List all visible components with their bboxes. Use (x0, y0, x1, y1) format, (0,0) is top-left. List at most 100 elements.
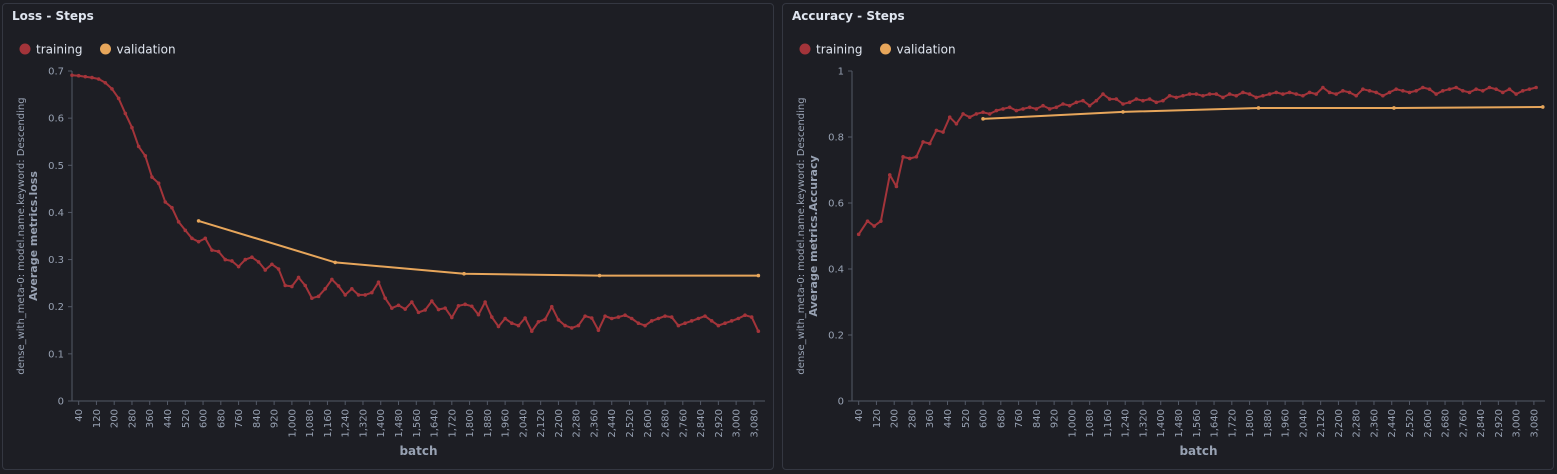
data-point-training (410, 300, 414, 304)
x-tick-label: 920 (1050, 409, 1061, 428)
data-point-training (1254, 95, 1259, 100)
data-point-training (879, 219, 883, 223)
data-point-training (921, 140, 925, 144)
data-point-training (569, 326, 574, 330)
data-point-training (1067, 103, 1072, 108)
data-point-training (363, 293, 367, 297)
data-point-validation (333, 260, 338, 265)
y-tick-label: 0.4 (828, 265, 844, 276)
data-point-training (743, 313, 747, 318)
data-point-training (216, 249, 221, 254)
x-tick-label: 1,720 (447, 409, 458, 438)
data-point-validation (1121, 110, 1125, 114)
data-point-training (1127, 100, 1132, 105)
data-point-training (336, 284, 341, 288)
data-point-training (663, 314, 667, 318)
x-tick-label: 920 (270, 409, 281, 428)
data-point-training (901, 155, 905, 159)
data-point-training (1121, 102, 1125, 106)
y-tick-label: 0 (838, 397, 844, 408)
data-point-training (290, 284, 294, 289)
legend-label-training: training (816, 43, 863, 57)
data-point-training (136, 144, 141, 149)
x-tick-label: 120 (92, 409, 103, 428)
data-point-training (1427, 87, 1432, 91)
data-point-training (176, 220, 181, 224)
data-point-training (689, 319, 694, 323)
data-point-training (549, 304, 554, 309)
y-tick-label: 0.2 (48, 302, 64, 313)
data-point-training (450, 315, 454, 320)
data-point-validation (196, 219, 201, 223)
data-point-training (463, 302, 467, 307)
data-point-training (1027, 105, 1032, 110)
y-tick-label: 0.5 (48, 161, 64, 172)
data-point-training (1001, 107, 1005, 111)
data-point-training (1174, 95, 1179, 100)
data-point-training (1487, 85, 1492, 90)
data-point-training (330, 277, 334, 282)
data-point-training (563, 323, 567, 328)
data-point-training (283, 283, 288, 288)
x-tick-label: 1,240 (341, 409, 352, 438)
x-tick-label: 1,880 (1263, 409, 1274, 438)
data-point-training (1434, 92, 1438, 96)
x-tick-label: 360 (925, 409, 936, 428)
data-point-training (423, 308, 427, 312)
data-point-training (1207, 92, 1212, 96)
data-point-training (230, 259, 234, 263)
x-tick-label: 120 (872, 409, 883, 428)
loss-panel: Loss - Steps training validation 0 0.1 0.2 0.… (2, 3, 774, 470)
series-validation (196, 219, 761, 278)
series-line-validation (982, 106, 1543, 120)
x-tick-label: 1,800 (465, 409, 476, 438)
data-point-training (856, 232, 861, 237)
data-point-training (1274, 90, 1279, 95)
x-tick-label: 1,640 (1210, 409, 1221, 438)
data-point-training (1114, 97, 1119, 101)
data-point-training (609, 316, 614, 321)
data-point-training (1381, 93, 1385, 98)
data-point-training (696, 316, 701, 321)
data-point-training (1014, 108, 1019, 113)
x-tick-label: 2,680 (661, 409, 672, 438)
data-point-training (183, 228, 188, 233)
data-point-training (1187, 92, 1192, 96)
legend: training validation (799, 43, 956, 57)
data-point-training (1461, 89, 1465, 93)
data-point-training (70, 73, 74, 78)
data-point-training (749, 315, 754, 319)
x-tick-label: 360 (145, 409, 156, 428)
x-tick-label: 1,000 (287, 409, 298, 438)
x-tick-label: 1,560 (412, 409, 423, 438)
x-tick-label: 2,520 (1405, 409, 1416, 438)
legend-label-validation: validation (117, 43, 176, 57)
data-point-training (529, 329, 534, 334)
data-point-training (616, 315, 621, 319)
data-point-training (110, 87, 114, 91)
x-tick-label: 2,360 (1369, 409, 1380, 438)
panel-title: Accuracy - Steps (792, 9, 905, 23)
data-point-training (350, 287, 354, 291)
data-point-training (416, 310, 421, 315)
x-tick-label: 1,240 (1121, 409, 1132, 438)
x-tick-label: 2,200 (1334, 409, 1345, 438)
x-tick-label: 2,200 (554, 409, 565, 438)
x-tick-label: 840 (1032, 409, 1043, 428)
x-tick-label: 3,000 (732, 409, 743, 438)
y-tick-label: 0.6 (48, 114, 64, 125)
x-tick-label: 1,560 (1192, 409, 1203, 438)
data-point-training (196, 239, 201, 244)
x-tick-label: 440 (163, 409, 174, 428)
data-point-training (1347, 90, 1352, 95)
data-point-training (443, 306, 447, 310)
data-point-training (1321, 85, 1325, 90)
data-point-training (356, 293, 361, 297)
data-point-training (596, 328, 601, 333)
data-point-training (1494, 87, 1498, 91)
data-point-training (270, 262, 274, 267)
x-tick-label: 3,080 (1529, 409, 1540, 438)
data-point-training (476, 312, 481, 317)
x-tick-label: 1,400 (376, 409, 387, 438)
x-tick-label: 2,760 (678, 409, 689, 438)
